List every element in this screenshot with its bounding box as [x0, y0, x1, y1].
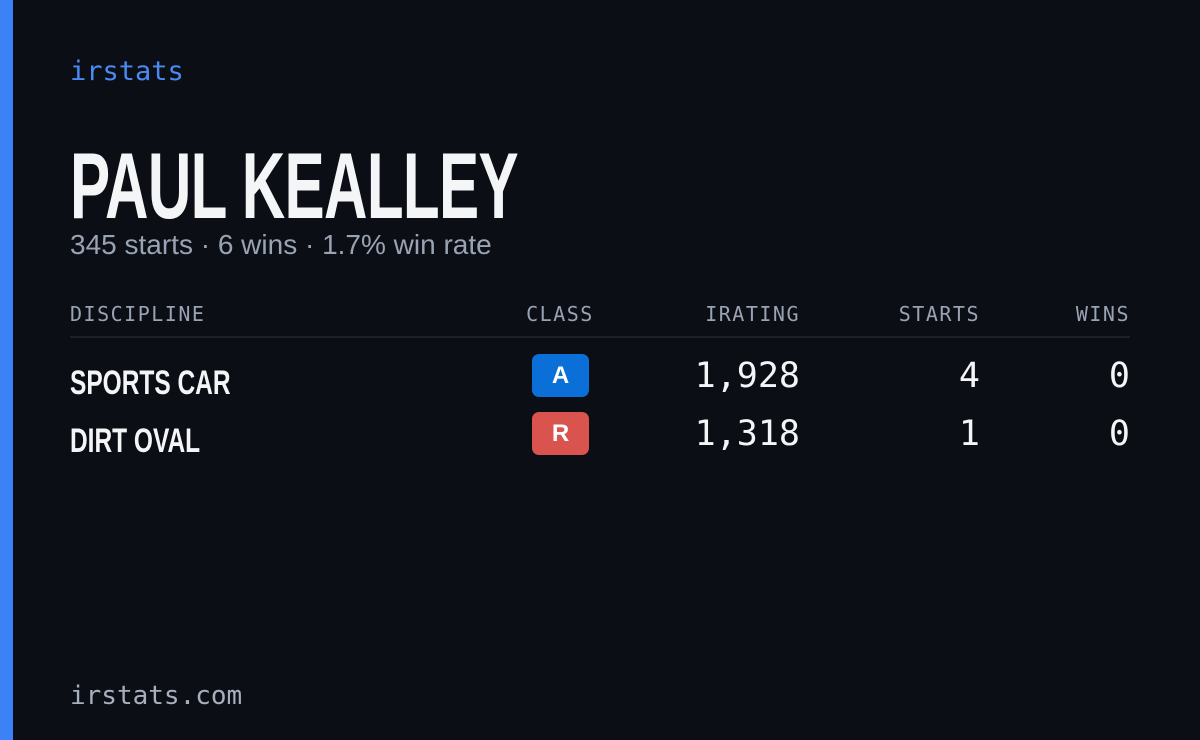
column-header: WINS: [1075, 302, 1130, 326]
class-badge: R: [532, 412, 589, 455]
column-header: IRATING: [705, 302, 800, 326]
wins: 0: [1108, 356, 1130, 396]
irating: 1,318: [694, 414, 800, 454]
player-name: PAUL KEALLEY: [70, 133, 519, 238]
column-header: DISCIPLINE: [70, 302, 206, 326]
brand: irstats: [70, 56, 184, 87]
accent-bar: [0, 0, 13, 740]
class-badge: A: [532, 354, 589, 397]
column-header: STARTS: [898, 302, 980, 326]
starts: 4: [958, 356, 980, 396]
header-rule: [70, 336, 1130, 338]
wins: 0: [1108, 414, 1130, 454]
irating: 1,928: [694, 356, 800, 396]
discipline: SPORTS CAR: [70, 364, 231, 402]
subtitle: 345 starts · 6 wins · 1.7% win rate: [70, 229, 492, 260]
column-header: CLASS: [526, 302, 594, 326]
starts: 1: [958, 414, 980, 454]
footer: irstats.com: [70, 681, 243, 711]
discipline: DIRT OVAL: [70, 422, 201, 460]
